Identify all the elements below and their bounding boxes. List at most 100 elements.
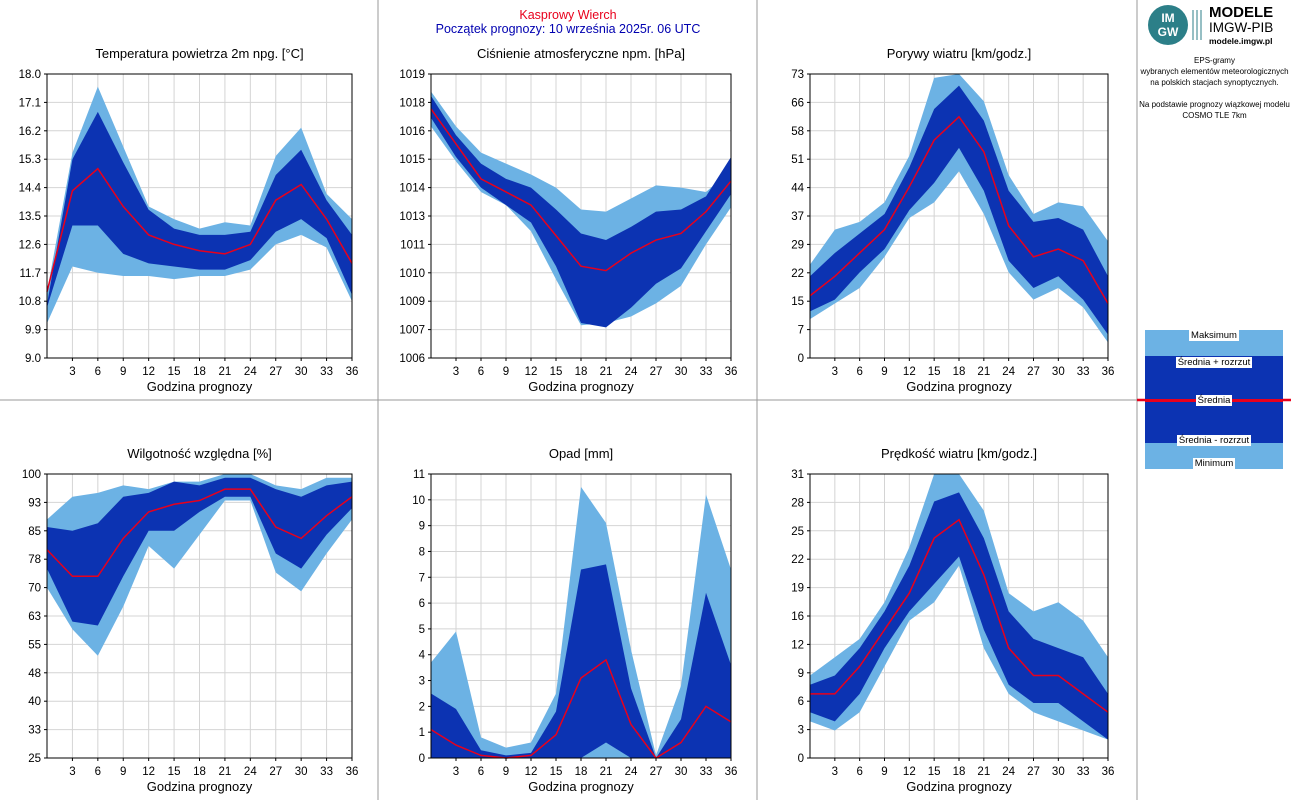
band-min-max (47, 86, 352, 324)
y-tick-label: 10.8 (19, 296, 41, 308)
mean-line (430, 658, 732, 760)
legend-min-label: Minimum (1192, 458, 1236, 469)
x-tick-label: 21 (600, 366, 613, 378)
band-spread (431, 95, 731, 328)
x-tick-label: 15 (928, 766, 941, 778)
y-tick-label: 9 (419, 521, 425, 533)
y-tick-label: 0 (798, 353, 804, 365)
y-tick-label: 29 (791, 239, 804, 251)
x-tick-label: 12 (525, 766, 538, 778)
svg-text:IM: IM (1161, 11, 1174, 25)
y-tick-label: 1010 (399, 268, 425, 280)
y-tick-label: 66 (791, 97, 804, 109)
x-tick-label: 27 (269, 766, 282, 778)
svg-text:GW: GW (1158, 25, 1179, 39)
y-tick-label: 9.0 (25, 353, 41, 365)
y-tick-label: 11 (413, 469, 425, 481)
x-axis-label: Godzina prognozy (147, 379, 253, 394)
y-tick-label: 6 (419, 598, 425, 610)
x-tick-label: 21 (977, 766, 990, 778)
mean-line (46, 167, 353, 292)
y-tick-label: 28 (791, 497, 804, 509)
x-tick-label: 36 (346, 366, 359, 378)
y-tick-label: 9.9 (25, 325, 41, 337)
y-tick-label: 8 (419, 546, 425, 558)
x-axis-label: Godzina prognozy (906, 379, 1012, 394)
x-tick-label: 15 (550, 766, 563, 778)
mean-line (46, 488, 353, 577)
x-tick-label: 33 (320, 766, 333, 778)
y-tick-label: 13.5 (19, 211, 41, 223)
y-tick-label: 11.7 (19, 268, 41, 280)
x-tick-label: 24 (1002, 366, 1015, 378)
x-tick-label: 6 (478, 366, 484, 378)
y-tick-label: 7 (419, 572, 425, 584)
chart-title: Temperatura powietrza 2m npg. [°C] (95, 46, 303, 61)
x-tick-label: 12 (903, 766, 916, 778)
x-tick-label: 3 (832, 366, 838, 378)
y-tick-label: 40 (28, 696, 41, 708)
chart-title: Opad [mm] (549, 446, 613, 461)
legend-mean-minus-label: Średnia - rozrzut (1176, 435, 1252, 446)
y-tick-label: 2 (419, 701, 425, 713)
x-tick-label: 12 (525, 366, 538, 378)
y-tick-label: 1016 (399, 126, 425, 138)
band-spread (810, 85, 1108, 335)
chart-panel-4: Wilgotność względna [%]25334048556370788… (22, 446, 359, 794)
x-tick-label: 3 (832, 766, 838, 778)
y-tick-label: 78 (28, 554, 41, 566)
y-tick-label: 16.2 (19, 126, 41, 138)
y-tick-label: 100 (22, 469, 41, 481)
y-tick-label: 9 (798, 668, 804, 680)
x-tick-label: 9 (881, 766, 887, 778)
legend-mean-label: Średnia (1195, 395, 1233, 406)
logo-url[interactable]: modele.imgw.pl (1209, 36, 1273, 46)
x-tick-label: 30 (675, 766, 688, 778)
x-tick-label: 9 (503, 366, 509, 378)
side-info-line4: Na podstawie prognozy wiązkowej modelu (1139, 100, 1290, 109)
x-tick-label: 21 (219, 366, 232, 378)
y-tick-label: 12.6 (19, 239, 41, 251)
band-spread (47, 111, 352, 308)
y-tick-label: 3 (798, 725, 804, 737)
x-tick-label: 18 (193, 766, 206, 778)
x-tick-label: 27 (1027, 766, 1040, 778)
chart-title: Porywy wiatru [km/godz.] (887, 46, 1032, 61)
x-tick-label: 6 (478, 766, 484, 778)
x-tick-label: 9 (503, 766, 509, 778)
chart-panel-2: Ciśnienie atmosferyczne npm. [hPa] 1006 10… (399, 46, 737, 394)
y-tick-label: 1015 (399, 154, 425, 166)
x-tick-label: 21 (600, 766, 613, 778)
y-tick-label: 16 (791, 611, 804, 623)
mean-line (809, 115, 1109, 304)
y-tick-label: 48 (28, 668, 41, 680)
y-tick-label: 85 (28, 526, 41, 538)
x-tick-label: 6 (856, 366, 862, 378)
y-tick-label: 18.0 (19, 69, 41, 81)
y-tick-label: 37 (791, 211, 804, 223)
x-tick-label: 21 (219, 766, 232, 778)
y-tick-label: 1007 (399, 325, 425, 337)
x-tick-label: 24 (1002, 766, 1015, 778)
y-tick-label: 1014 (399, 183, 425, 195)
y-tick-label: 33 (28, 725, 41, 737)
legend-min: Minimum (1145, 458, 1283, 469)
y-tick-label: 93 (28, 497, 41, 509)
legend-mean: Średnia (1145, 395, 1283, 406)
y-tick-label: 14.4 (19, 183, 42, 195)
imgw-logo[interactable]: IM GW MODELE IMGW-PIB modele.imgw.pl (1147, 4, 1285, 46)
side-info: EPS-gramy wybranych elementów meteorolog… (1138, 55, 1291, 121)
x-tick-label: 9 (881, 366, 887, 378)
x-tick-label: 15 (550, 366, 563, 378)
x-tick-label: 33 (320, 366, 333, 378)
y-tick-label: 1011 (400, 239, 425, 251)
chart-panel-6: Prędkość wiatru [km/godz.]03691216192225… (791, 446, 1114, 794)
x-tick-label: 27 (650, 766, 663, 778)
chart-title: Prędkość wiatru [km/godz.] (881, 446, 1037, 461)
y-tick-label: 15 (791, 296, 804, 308)
x-tick-label: 6 (856, 766, 862, 778)
y-tick-label: 0 (798, 753, 804, 765)
x-tick-label: 36 (1102, 366, 1115, 378)
y-tick-label: 12 (791, 639, 804, 651)
